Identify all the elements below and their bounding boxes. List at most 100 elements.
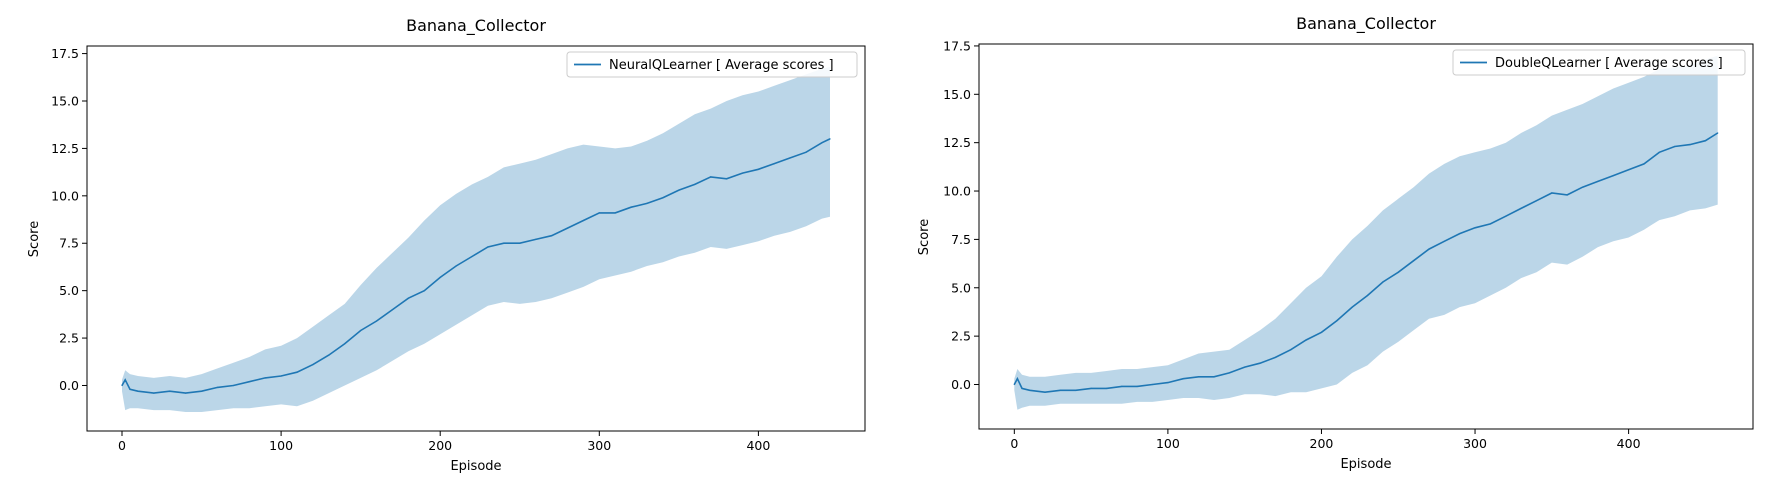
data-point [1505,215,1507,217]
data-point [1581,186,1584,188]
data-point [1551,192,1553,194]
data-point [1459,233,1461,235]
legend-label: NeuralQLearner [ Average scores ] [609,58,834,73]
data-point [1059,389,1061,391]
data-point [232,384,234,387]
x-tick-label: 400 [1617,436,1641,451]
chart-title: Banana_Collector [1296,14,1436,34]
data-point [1182,378,1184,380]
data-point [598,212,600,214]
data-point [124,379,126,381]
x-axis-label: Episode [1340,457,1391,472]
data-point [582,219,585,222]
data-point [169,390,171,392]
data-point [1474,227,1476,229]
x-tick-label: 100 [269,438,293,453]
legend-box [566,51,858,78]
data-point [344,343,346,345]
data-point [741,172,744,174]
x-tick-label: 200 [428,438,452,453]
data-point [503,242,505,244]
data-point [1320,331,1323,333]
data-point [614,212,616,214]
data-point [1075,389,1077,391]
y-tick-label: 0.0 [59,378,79,393]
data-point [805,151,807,153]
data-point [280,375,282,377]
data-point [726,178,728,180]
plot-area: 0 100 200 300 400 0.0 2.5 5.0 7.5 10.0 12.5 15.0 17.… [51,45,866,453]
data-point [789,157,791,159]
data-point [1413,260,1415,262]
data-point [360,329,362,332]
data-point [1105,387,1108,389]
data-point [423,290,425,292]
data-point [376,320,378,322]
data-point [185,392,187,394]
data-point [1121,385,1123,387]
data-point [1151,383,1154,386]
data-point [137,390,139,392]
data-point [328,354,330,356]
data-point [455,265,457,267]
data-point [519,242,521,244]
data-point [1689,144,1691,146]
data-point [1274,356,1276,358]
data-point [391,309,394,311]
data-point [1016,378,1018,380]
y-tick-label: 17.5 [943,38,971,53]
data-point [535,238,537,240]
data-point [121,384,123,387]
data-point [1259,362,1261,364]
x-tick-label: 0 [1010,436,1018,451]
data-point [1612,175,1614,177]
data-point [694,183,696,185]
x-tick-label: 300 [587,438,611,453]
data-point [296,371,298,373]
data-point [439,276,441,278]
data-point [773,163,775,165]
data-point [1674,145,1676,148]
data-point [1489,223,1491,225]
chart-double-q-learner: 0 100 200 300 400 0.0 2.5 5.0 7.5 10.0 12.5 15.0 17.… [917,14,1754,472]
y-tick-label: 17.5 [51,46,79,61]
chart-title: Banana_Collector [406,16,546,36]
y-tick-label: 12.5 [51,141,79,156]
data-point [1658,151,1660,153]
data-point [248,381,250,383]
x-tick-label: 200 [1310,436,1334,451]
axes-frame [978,43,1754,430]
data-point [1290,349,1292,351]
data-point [1021,387,1023,389]
x-tick-label: 300 [1463,436,1487,451]
y-axis-label: Score [917,219,932,255]
data-point [678,189,680,191]
y-tick-label: 2.5 [951,329,971,344]
data-point [129,388,131,390]
data-point [821,142,823,144]
data-point [471,255,473,258]
data-point [407,297,409,299]
data-point [1428,248,1430,250]
legend: DoubleQLearner [ Average scores ] [1452,49,1746,76]
data-point [1628,169,1630,171]
data-point [1520,207,1522,209]
data-point [1213,376,1215,378]
y-tick-label: 7.5 [951,232,971,247]
x-tick-label: 100 [1156,436,1180,451]
data-point [662,197,664,199]
data-point [566,227,569,229]
data-point [1566,194,1568,196]
legend-box [1452,49,1746,76]
legend-label: DoubleQLearner [ Average scores ] [1495,56,1723,71]
y-tick-label: 5.0 [59,283,79,298]
data-point [1443,240,1445,242]
data-point [829,138,831,140]
data-point [1029,389,1031,391]
data-point [1382,281,1384,283]
data-point [1336,320,1338,322]
data-point [1597,180,1599,182]
data-point [757,168,760,170]
data-point [1090,387,1092,389]
axes-frame [86,45,866,432]
